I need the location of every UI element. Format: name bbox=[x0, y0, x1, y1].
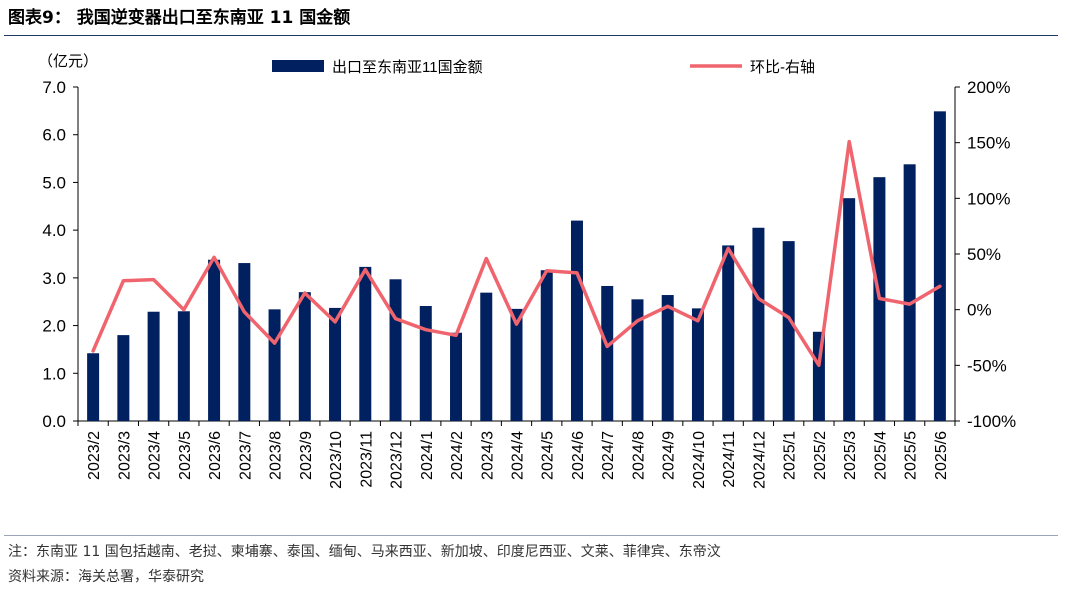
bar bbox=[631, 299, 644, 421]
bar bbox=[147, 311, 160, 421]
bar bbox=[359, 266, 372, 421]
bar bbox=[208, 259, 221, 421]
bar bbox=[87, 353, 100, 421]
bar bbox=[933, 111, 946, 421]
bar bbox=[329, 307, 342, 421]
legend-label: 环比-右轴 bbox=[750, 59, 815, 76]
series-line bbox=[91, 139, 942, 368]
bar bbox=[238, 263, 251, 421]
legend-swatch-bar bbox=[272, 60, 324, 72]
bar bbox=[843, 198, 856, 421]
bar bbox=[540, 270, 553, 421]
x-tick-label: 2025/4 bbox=[872, 431, 889, 480]
x-tick-label: 2024/12 bbox=[751, 431, 768, 489]
x-tick-label: 2023/6 bbox=[207, 431, 224, 480]
legend-label: 出口至东南亚11国金额 bbox=[332, 59, 483, 76]
right-tick-label: 50% bbox=[967, 245, 1001, 264]
figure-note: 注：东南亚 11 国包括越南、老挝、柬埔寨、泰国、缅甸、马来西亚、新加坡、印度尼… bbox=[8, 544, 721, 560]
figure-title: 图表9： 我国逆变器出口至东南亚 11 国金额 bbox=[8, 8, 351, 28]
bar bbox=[117, 335, 130, 421]
x-tick-label: 2024/6 bbox=[570, 431, 587, 480]
x-tick-label: 2025/1 bbox=[782, 431, 799, 480]
right-tick-label: 200% bbox=[967, 78, 1010, 97]
x-tick-label: 2024/5 bbox=[540, 431, 557, 480]
x-tick-label: 2024/1 bbox=[419, 431, 436, 480]
x-tick-label: 2024/11 bbox=[721, 431, 738, 488]
left-tick-label: 3.0 bbox=[42, 269, 66, 288]
x-tick-label: 2024/3 bbox=[479, 431, 496, 480]
bar bbox=[661, 295, 674, 421]
figure-header: 图表9： 我国逆变器出口至东南亚 11 国金额 bbox=[8, 4, 1058, 32]
bar bbox=[268, 309, 281, 421]
x-tick-label: 2024/4 bbox=[510, 431, 527, 480]
x-tick-label: 2023/5 bbox=[177, 431, 194, 480]
left-tick-label: 7.0 bbox=[42, 78, 66, 97]
x-tick-label: 2023/10 bbox=[328, 431, 345, 489]
chart: 0.0 1.0 2.0 3.0 4.0 5.0 6.0 7.0 -100% -50% 0% 50% 10… bbox=[38, 53, 1016, 489]
bar bbox=[480, 292, 493, 421]
bar bbox=[450, 332, 463, 421]
left-tick-label: 1.0 bbox=[42, 364, 66, 383]
footer-divider bbox=[4, 535, 1058, 536]
header-divider bbox=[4, 35, 1058, 36]
bar bbox=[782, 241, 795, 421]
bar bbox=[298, 292, 311, 421]
x-tick-label: 2025/6 bbox=[933, 431, 950, 480]
x-tick-label: 2023/2 bbox=[86, 431, 103, 480]
bar bbox=[419, 306, 432, 421]
x-tick-label: 2023/4 bbox=[147, 431, 164, 480]
x-tick-label: 2024/2 bbox=[449, 431, 466, 480]
right-tick-label: 150% bbox=[967, 134, 1010, 153]
bar bbox=[177, 311, 190, 421]
bar bbox=[570, 220, 583, 421]
x-tick-label: 2023/7 bbox=[237, 431, 254, 480]
x-tick-label: 2024/7 bbox=[600, 431, 617, 480]
bar bbox=[601, 285, 614, 421]
left-tick-label: 5.0 bbox=[42, 173, 66, 192]
left-tick-label: 6.0 bbox=[42, 126, 66, 145]
y-axis-label: （亿元） bbox=[38, 53, 98, 70]
x-tick-label: 2023/8 bbox=[268, 431, 285, 480]
bar bbox=[752, 227, 765, 421]
right-tick-label: -100% bbox=[967, 412, 1016, 431]
right-tick-label: 0% bbox=[967, 301, 992, 320]
x-tick-label: 2023/12 bbox=[389, 431, 406, 489]
x-tick-label: 2025/2 bbox=[812, 431, 829, 480]
x-tick-label: 2025/5 bbox=[903, 431, 920, 480]
x-tick-label: 2023/9 bbox=[298, 431, 315, 480]
bar bbox=[510, 308, 523, 421]
left-tick-label: 4.0 bbox=[42, 221, 66, 240]
right-tick-label: 100% bbox=[967, 189, 1010, 208]
figure-source: 资料来源：海关总署，华泰研究 bbox=[8, 569, 204, 585]
bar bbox=[389, 279, 402, 421]
bar bbox=[903, 164, 916, 421]
x-tick-label: 2023/3 bbox=[116, 431, 133, 480]
x-tick-label: 2024/10 bbox=[691, 431, 708, 489]
x-tick-label: 2024/8 bbox=[630, 431, 647, 480]
x-tick-label: 2025/3 bbox=[842, 431, 859, 480]
x-tick-label: 2024/9 bbox=[661, 431, 678, 480]
x-tick-label: 2023/11 bbox=[358, 431, 375, 488]
left-tick-label: 0.0 bbox=[42, 412, 66, 431]
left-tick-label: 2.0 bbox=[42, 317, 66, 336]
bar bbox=[722, 245, 735, 421]
bar bbox=[691, 308, 704, 421]
right-tick-label: -50% bbox=[967, 356, 1007, 375]
